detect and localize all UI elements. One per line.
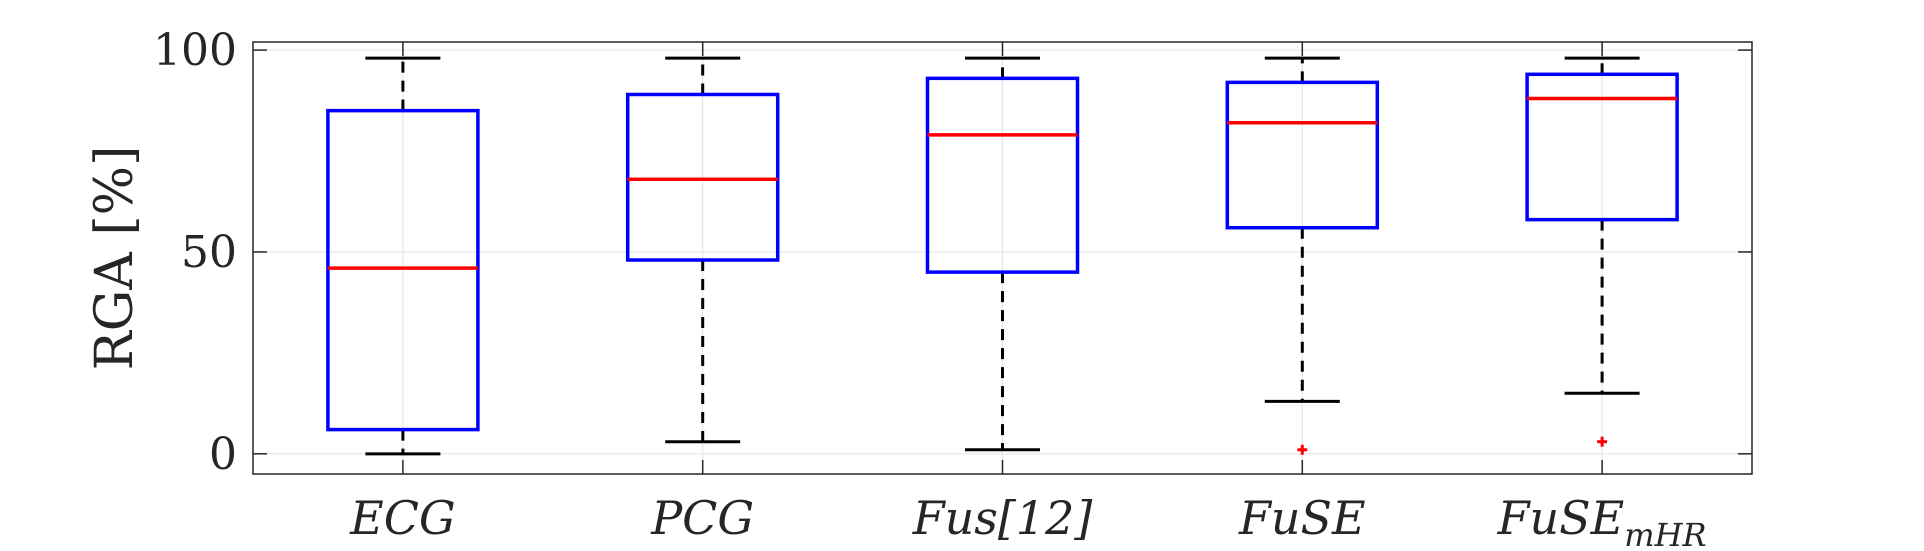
iqr-box xyxy=(1525,72,1679,222)
x-category-label: PCG xyxy=(650,491,754,545)
iqr-box xyxy=(925,76,1080,274)
y-axis-label: RGA [%] xyxy=(85,146,145,371)
y-tick-label: 100 xyxy=(153,25,237,76)
iqr-box xyxy=(1225,80,1380,230)
outlier-marker xyxy=(1297,444,1308,455)
box-2 xyxy=(625,56,780,444)
box-4 xyxy=(1225,56,1380,455)
x-category-label: Fus[12] xyxy=(912,491,1093,545)
box-3 xyxy=(925,56,1080,452)
axis-ticks: 0 50 100 ECG PCG Fus[12] FuSE FuSEmHR xyxy=(153,25,1752,551)
y-tick-label: 50 xyxy=(181,227,237,278)
box-series xyxy=(326,56,1679,456)
iqr-box xyxy=(625,92,780,262)
outlier-marker xyxy=(1597,436,1608,447)
box-5 xyxy=(1525,56,1679,447)
y-tick-label: 0 xyxy=(209,429,237,480)
box-1 xyxy=(326,56,480,456)
x-category-label: ECG xyxy=(349,491,456,545)
iqr-box xyxy=(326,108,480,432)
x-category-label: FuSEmHR xyxy=(1497,491,1707,551)
x-category-label: FuSE xyxy=(1238,491,1366,545)
